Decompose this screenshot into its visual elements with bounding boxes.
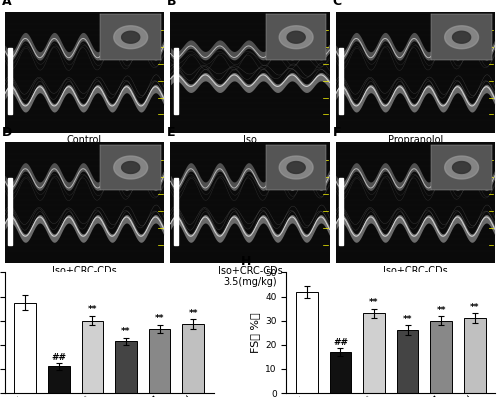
Y-axis label: FS（ %）: FS（ %） [250,312,260,353]
Bar [296,292,318,393]
Text: **: ** [188,308,198,318]
Bar [8,178,12,245]
Text: **: ** [155,314,164,323]
Bar [174,178,178,245]
Text: **: ** [369,299,378,307]
Text: H: H [240,254,251,268]
Text: **: ** [436,306,446,315]
Bar [330,352,351,393]
Bar [148,329,171,393]
Bar [339,48,343,114]
Text: ##: ## [52,353,66,362]
Text: **: ** [122,327,131,336]
Bar [182,324,204,393]
Bar [363,313,385,393]
Bar [8,48,12,114]
Bar [464,318,485,393]
Text: D: D [2,125,12,139]
Bar [48,366,70,393]
Text: ##: ## [333,338,348,347]
Text: C: C [332,0,342,8]
Text: F: F [332,125,341,139]
Bar [339,178,343,245]
Text: B: B [168,0,177,8]
Bar [115,341,137,393]
Text: E: E [168,125,176,139]
X-axis label: Iso: Iso [243,135,257,145]
Text: **: ** [403,315,412,324]
X-axis label: Iso+CRC-CDs
7(mg/kg): Iso+CRC-CDs 7(mg/kg) [383,266,448,287]
X-axis label: Propranolol: Propranolol [388,135,443,145]
X-axis label: Iso+CRC-CDs
3.5(mg/kg): Iso+CRC-CDs 3.5(mg/kg) [218,266,282,287]
Bar [430,321,452,393]
Bar [396,330,418,393]
Bar [14,303,36,393]
Bar [82,321,104,393]
X-axis label: Iso+CRC-CDs
1.75(mg/kg): Iso+CRC-CDs 1.75(mg/kg) [52,266,117,287]
Bar [174,48,178,114]
Text: **: ** [88,305,97,314]
Text: A: A [2,0,12,8]
X-axis label: Control: Control [67,135,102,145]
Text: **: ** [470,303,480,312]
